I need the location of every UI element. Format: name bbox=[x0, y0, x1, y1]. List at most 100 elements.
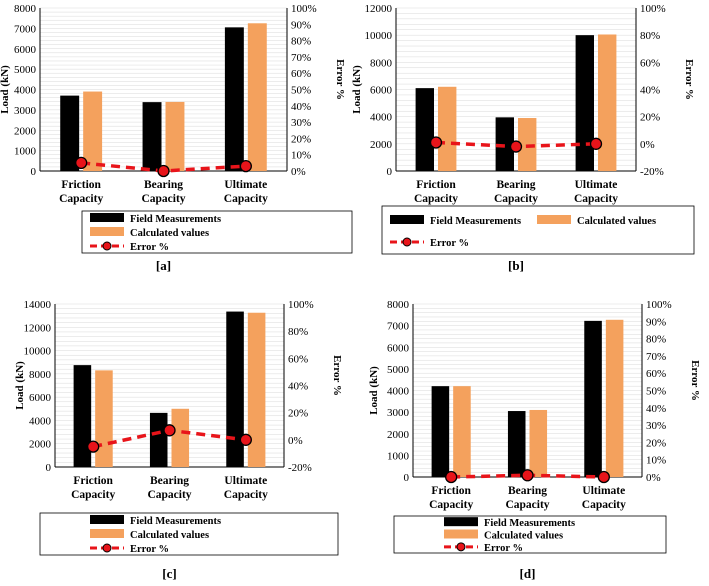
category-label: Ultimate bbox=[575, 179, 618, 191]
bar-field-measurement bbox=[226, 311, 244, 467]
legend-swatch bbox=[402, 237, 412, 247]
y2-tick-label: 70% bbox=[291, 52, 311, 64]
bar-field-measurement bbox=[584, 320, 602, 477]
category-label: Capacity bbox=[71, 489, 115, 501]
y2-tick-label: 20% bbox=[640, 112, 660, 124]
y2-tick-label: 60% bbox=[291, 68, 311, 80]
y-tick-label: 10000 bbox=[365, 30, 393, 42]
y2-tick-label: 90% bbox=[646, 316, 666, 328]
y-tick-label: 8000 bbox=[14, 3, 37, 15]
error-point bbox=[239, 159, 252, 173]
legend-label: Error % bbox=[484, 543, 523, 554]
bar-field-measurement bbox=[224, 27, 244, 172]
y-tick-label: 7000 bbox=[14, 23, 37, 35]
legend-label: Calculated values bbox=[484, 531, 563, 542]
y-tick-label: 0 bbox=[31, 166, 37, 178]
y-tick-label: 1000 bbox=[387, 450, 410, 462]
category-label: Capacity bbox=[147, 489, 191, 501]
y2-tick-label: 0% bbox=[640, 139, 655, 151]
y-tick-label: 2000 bbox=[387, 429, 410, 441]
legend-swatch bbox=[444, 529, 478, 539]
panel-d: 0 1000 2000 3000 4000 5000 6000 7000 8000 0% 10% 20… bbox=[368, 299, 701, 581]
bar-field-measurement bbox=[73, 365, 92, 467]
bar-field-measurement bbox=[575, 35, 594, 171]
y2-tick-label: 0% bbox=[288, 435, 303, 447]
y-tick-label: 2000 bbox=[370, 139, 393, 151]
y2-tick-label: 30% bbox=[291, 117, 311, 129]
y2-tick-label: 40% bbox=[291, 101, 311, 113]
y2-tick-label: 100% bbox=[291, 3, 317, 15]
error-point bbox=[87, 440, 100, 453]
category-label: Bearing bbox=[497, 179, 536, 191]
legend-swatch bbox=[90, 213, 124, 222]
category-label: Friction bbox=[416, 179, 456, 191]
category-label: Capacity bbox=[59, 193, 103, 205]
category-label: Capacity bbox=[582, 499, 626, 511]
y-tick-label: 7000 bbox=[387, 321, 410, 333]
legend-box bbox=[81, 210, 353, 254]
legend-swatch bbox=[456, 542, 466, 552]
bar-field-measurement bbox=[60, 95, 80, 171]
y-tick-label: 10000 bbox=[24, 346, 52, 358]
y2-tick-label: 40% bbox=[640, 85, 660, 97]
category-label: Friction bbox=[73, 475, 113, 487]
y2-tick-label: 20% bbox=[288, 408, 308, 420]
category-label: Capacity bbox=[574, 193, 618, 205]
error-point bbox=[163, 424, 176, 437]
y2-tick-label: 80% bbox=[640, 30, 660, 42]
y2-axis-title: Error % bbox=[689, 360, 701, 401]
y-tick-label: 5000 bbox=[14, 64, 37, 76]
bar-field-measurement bbox=[415, 88, 434, 171]
y-tick-label: 2000 bbox=[29, 439, 52, 451]
bar-field-measurement bbox=[142, 102, 162, 171]
legend-swatch bbox=[102, 241, 112, 251]
y-tick-label: 12000 bbox=[365, 3, 393, 15]
category-label: Friction bbox=[431, 485, 471, 497]
y2-tick-label: 20% bbox=[291, 133, 311, 145]
error-point bbox=[445, 470, 458, 484]
error-point bbox=[521, 469, 534, 482]
category-label: Ultimate bbox=[224, 475, 267, 487]
y2-tick-label: 80% bbox=[291, 36, 311, 48]
legend-swatch bbox=[537, 215, 571, 224]
y-tick-label: 4000 bbox=[14, 85, 37, 97]
bar-field-measurement bbox=[431, 386, 450, 477]
y2-tick-label: 0% bbox=[291, 166, 306, 178]
y2-tick-label: 40% bbox=[288, 381, 308, 393]
error-point bbox=[509, 140, 523, 153]
error-point bbox=[239, 433, 252, 446]
bar-calculated-value bbox=[529, 409, 548, 477]
y-tick-label: 2000 bbox=[14, 125, 37, 137]
y-tick-label: 3000 bbox=[14, 105, 37, 117]
legend-label: Error % bbox=[130, 544, 169, 555]
y-tick-label: 5000 bbox=[387, 364, 410, 376]
y2-tick-label: 80% bbox=[646, 334, 666, 346]
bar-calculated-value bbox=[83, 91, 103, 171]
legend-label: Calculated values bbox=[577, 216, 656, 227]
category-label: Bearing bbox=[150, 475, 189, 487]
y-axis-title: Load (kN) bbox=[0, 65, 11, 114]
y2-tick-label: 50% bbox=[291, 85, 311, 97]
y-tick-label: 8000 bbox=[387, 299, 410, 311]
bar-calculated-value bbox=[453, 386, 471, 477]
legend-swatch bbox=[90, 227, 124, 236]
y2-axis-title: Error % bbox=[334, 59, 346, 100]
y2-tick-label: 30% bbox=[646, 420, 666, 432]
y-tick-label: 0 bbox=[46, 462, 52, 474]
y2-tick-label: 100% bbox=[288, 299, 314, 311]
y-tick-label: 4000 bbox=[29, 415, 52, 427]
panel-label: [c] bbox=[162, 566, 176, 581]
bar-calculated-value bbox=[171, 408, 190, 467]
y2-tick-label: -20% bbox=[288, 462, 312, 474]
bar-calculated-value bbox=[605, 319, 624, 477]
y2-tick-label: 10% bbox=[646, 455, 666, 467]
y-tick-label: 6000 bbox=[29, 392, 52, 404]
y2-tick-label: 100% bbox=[646, 299, 672, 311]
category-label: Capacity bbox=[494, 193, 538, 205]
bar-field-measurement bbox=[149, 412, 168, 467]
legend-label: Calculated values bbox=[130, 228, 209, 239]
legend-swatch bbox=[390, 215, 424, 224]
legend-box bbox=[381, 205, 695, 255]
y2-axis-title: Error % bbox=[683, 59, 695, 100]
bar-calculated-value bbox=[247, 312, 266, 467]
